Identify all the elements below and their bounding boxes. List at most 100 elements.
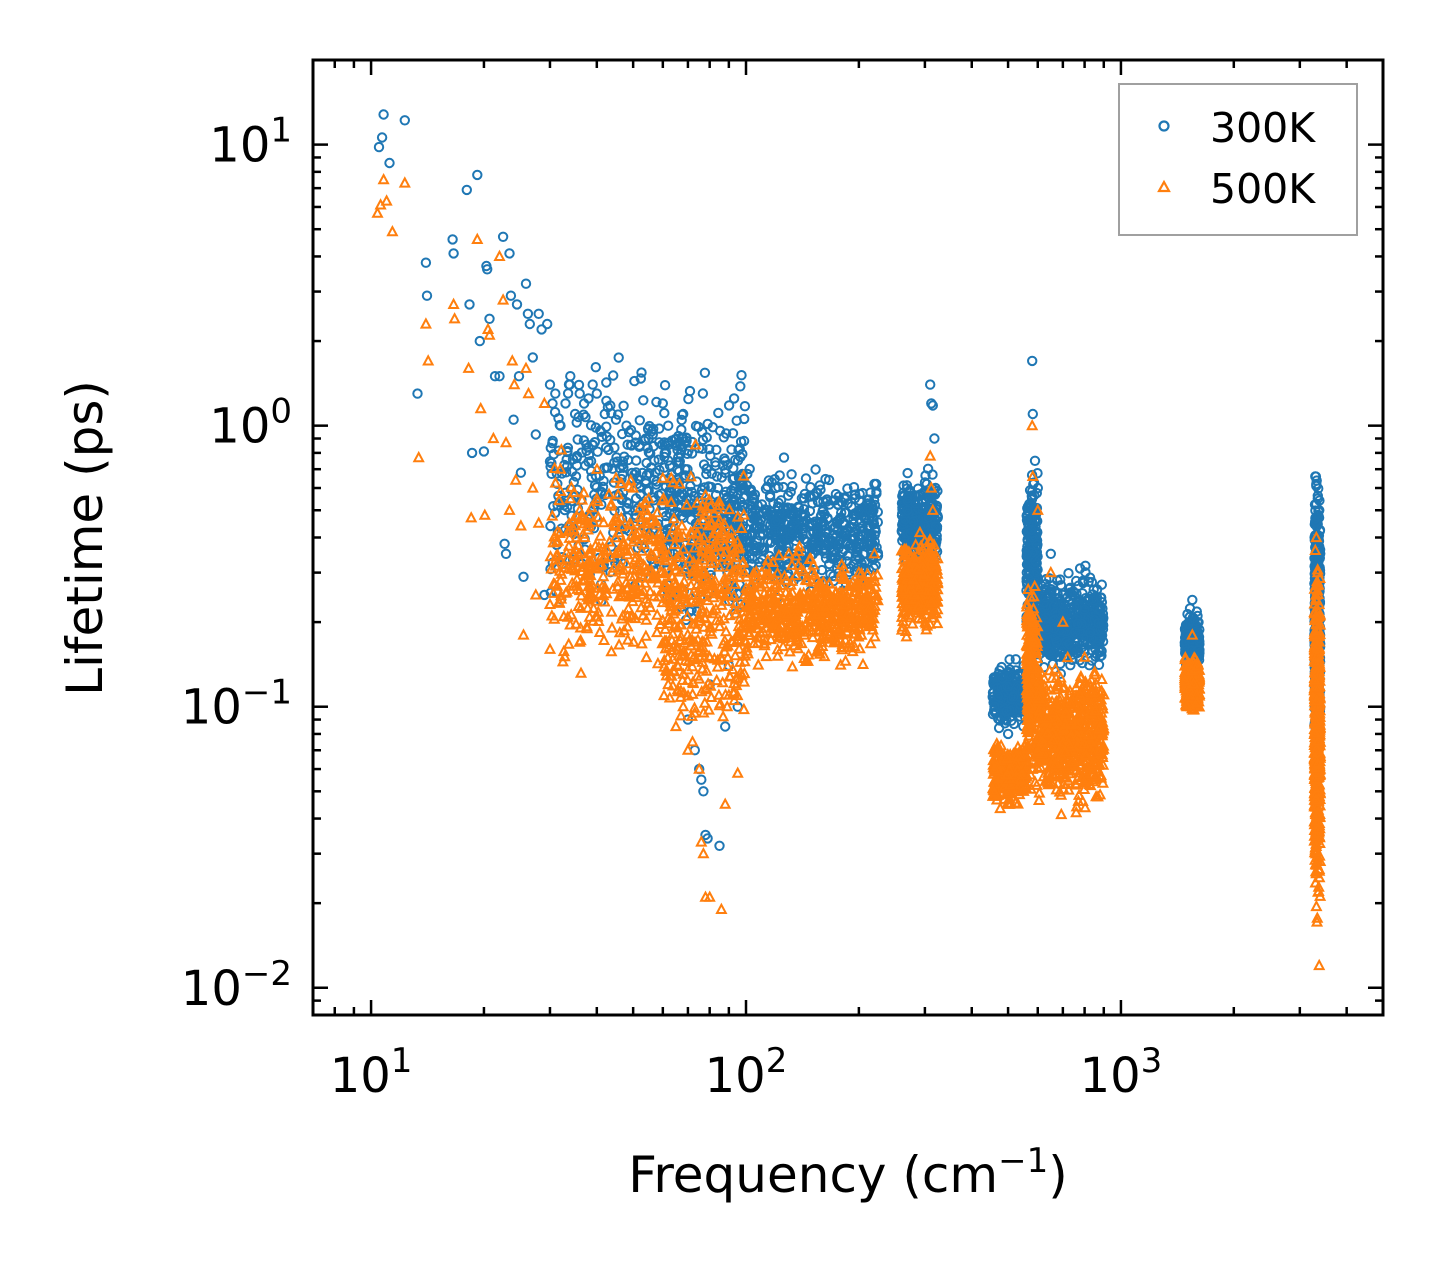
point-300k [484,313,495,324]
point-300k [548,501,559,512]
point-300k [773,566,784,577]
point-300k [704,444,715,455]
point-300k [872,517,883,528]
point-300k [1027,547,1038,558]
point-300k [1008,691,1019,702]
point-300k [1001,706,1012,717]
point-300k [925,379,936,390]
point-300k [770,519,781,531]
point-300k [580,460,591,471]
point-300k [849,532,861,544]
point-300k [651,396,662,408]
point-300k [520,278,532,289]
point-500k [786,660,799,672]
point-300k [573,379,585,391]
point-300k [850,554,862,565]
point-300k [797,528,808,540]
point-300k [1003,671,1014,682]
point-300k [863,494,875,505]
point-300k [499,538,510,549]
point-300k [642,423,654,434]
point-300k [1024,568,1035,579]
point-300k [1002,681,1014,692]
point-300k [570,471,582,482]
point-300k [461,184,472,196]
point-300k [706,481,717,493]
point-300k [587,379,598,390]
point-300k [698,786,709,797]
point-300k [522,308,534,319]
point-500k [639,629,652,641]
point-300k [590,470,602,482]
point-300k [1022,501,1034,512]
point-300k [1080,560,1091,571]
point-300k [663,420,674,431]
point-300k [511,299,523,310]
point-300k [1026,524,1037,536]
point-300k [815,484,826,495]
point-300k [824,533,835,544]
point-300k [830,488,842,500]
point-300k [730,454,741,465]
point-300k [833,539,844,550]
point-500k [721,650,734,663]
point-300k [697,434,709,446]
point-300k [744,463,755,475]
point-300k [728,486,739,497]
point-300k [720,428,732,439]
point-300k [562,388,574,399]
point-300k [544,456,556,467]
point-300k [515,467,527,478]
point-300k [901,483,913,494]
point-300k [778,452,790,463]
point-300k [785,486,796,498]
point-300k [641,485,653,496]
point-300k [617,428,628,440]
point-300k [870,526,881,537]
point-300k [720,721,731,732]
point-500k [856,657,870,669]
point-300k [644,468,655,479]
point-300k [1040,578,1051,590]
point-300k [508,414,519,425]
point-300k [712,482,724,494]
point-300k [818,517,829,528]
point-300k [384,157,395,169]
point-300k [770,526,782,537]
point-300k [578,435,590,446]
point-500k [574,666,588,678]
point-300k [618,462,629,473]
point-300k [836,556,847,567]
point-300k [818,496,829,507]
point-300k [685,493,696,504]
point-300k [636,367,647,378]
point-300k [645,448,656,459]
point-500k [593,625,606,637]
point-300k [913,514,924,525]
point-300k [842,498,853,509]
point-300k [854,488,865,500]
point-300k [757,528,768,539]
point-300k [612,409,624,420]
point-500k [650,625,664,638]
point-300k [733,444,744,456]
point-300k [675,448,686,460]
point-300k [930,521,941,532]
point-300k [699,367,711,378]
point-300k [608,370,619,381]
point-300k [590,362,601,373]
point-300k [917,502,928,513]
point-300k [684,385,696,397]
point-300k [707,422,718,433]
point-300k [836,507,847,518]
point-300k [447,234,458,245]
point-300k [660,447,672,458]
point-300k [691,476,702,487]
point-300k [634,415,645,426]
point-300k [805,550,816,562]
point-300k [378,109,389,120]
point-300k [683,393,694,405]
point-300k [813,538,825,549]
point-300k [1004,654,1015,665]
point-300k [504,248,515,259]
